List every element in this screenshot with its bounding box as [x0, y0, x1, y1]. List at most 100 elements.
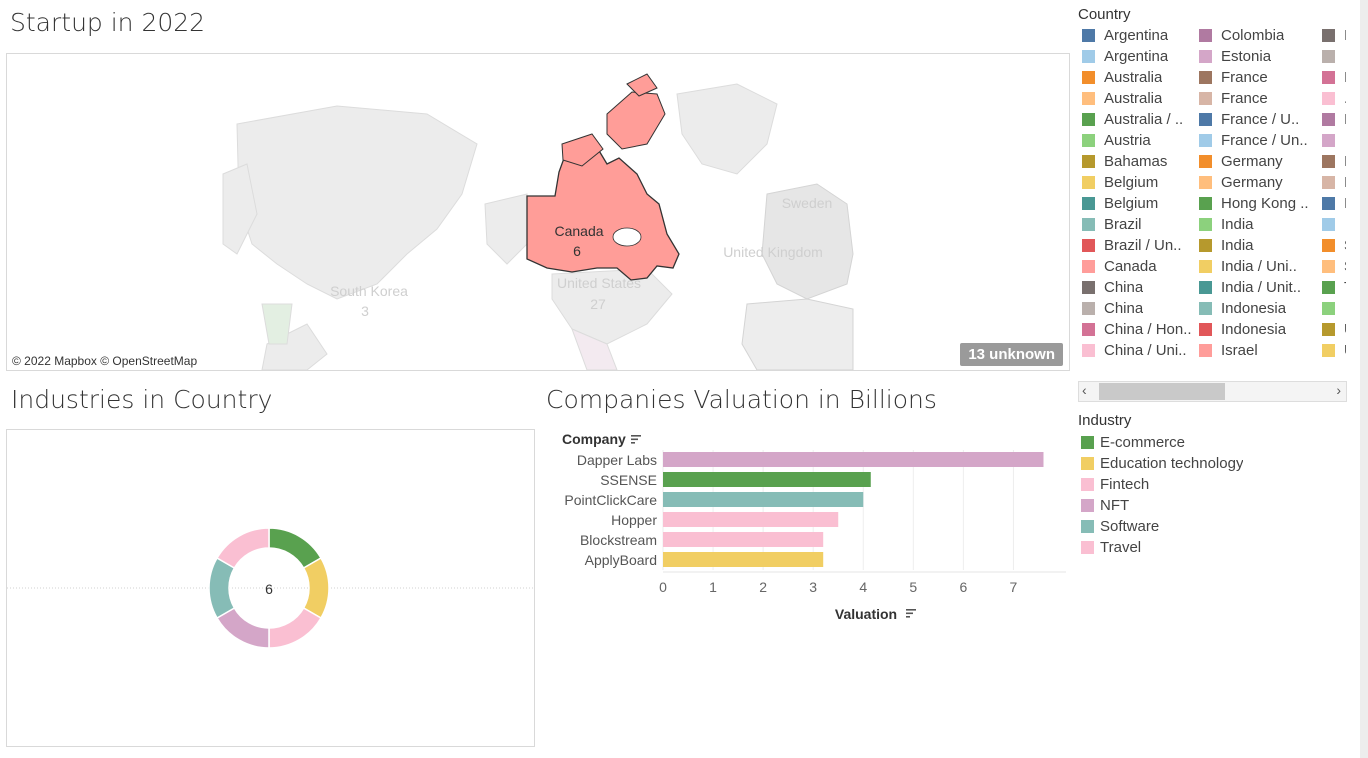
x-sort-icon[interactable] — [906, 609, 916, 618]
country-legend-item[interactable]: Estonia — [1199, 46, 1271, 67]
y-tick-label[interactable]: Hopper — [611, 512, 657, 528]
legend-swatch — [1081, 541, 1094, 554]
country-legend-item[interactable]: I — [1322, 25, 1346, 46]
country-legend-item[interactable]: Brazil / Un.. — [1082, 235, 1182, 256]
country-legend-item[interactable]: Australia — [1082, 88, 1162, 109]
legend-swatch — [1199, 71, 1212, 84]
y-tick-label[interactable]: SSENSE — [600, 472, 657, 488]
industry-legend-item[interactable]: Education technology — [1081, 453, 1243, 474]
y-tick-label[interactable]: PointClickCare — [564, 492, 657, 508]
map-attribution[interactable]: © 2022 Mapbox © OpenStreetMap — [12, 354, 198, 368]
legend-label: China / Hon.. — [1104, 321, 1192, 338]
country-legend-item[interactable]: Canada — [1082, 256, 1157, 277]
country-legend-item[interactable] — [1322, 214, 1344, 235]
donut-slice-software[interactable] — [208, 556, 236, 620]
country-legend-item[interactable]: China / Uni.. — [1082, 340, 1187, 361]
legend-scrollbar[interactable]: ‹ › — [1078, 381, 1347, 402]
y-axis-header[interactable]: Company — [562, 431, 626, 447]
legend-swatch — [1082, 176, 1095, 189]
bar-chart[interactable]: Company Dapper Labs SSENSE PointClickCare H… — [546, 425, 1070, 635]
bar-pointclickcare[interactable] — [663, 492, 864, 507]
country-legend-item[interactable]: China / Hon.. — [1082, 319, 1192, 340]
industry-legend-item[interactable]: Travel — [1081, 537, 1141, 558]
country-legend-item[interactable]: Belgium — [1082, 172, 1158, 193]
country-legend-item[interactable]: I — [1322, 193, 1346, 214]
country-legend-item[interactable] — [1322, 298, 1344, 319]
country-legend-item[interactable]: . — [1322, 88, 1346, 109]
page-scrollbar[interactable] — [1360, 0, 1368, 758]
country-legend-item[interactable]: I — [1322, 172, 1346, 193]
industry-legend-item[interactable]: Fintech — [1081, 474, 1149, 495]
country-legend-item[interactable]: Argentina — [1082, 46, 1168, 67]
country-legend-item[interactable]: Argentina — [1082, 25, 1168, 46]
country-legend-item[interactable]: Germany — [1199, 172, 1283, 193]
x-axis-header[interactable]: Valuation — [835, 606, 897, 622]
canada-island-1[interactable] — [561, 133, 604, 167]
country-legend-item[interactable]: Indonesia — [1199, 319, 1286, 340]
country-legend-item[interactable]: Hong Kong .. — [1199, 193, 1309, 214]
industry-legend-item[interactable]: NFT — [1081, 495, 1129, 516]
country-legend-item[interactable]: Austria — [1082, 130, 1151, 151]
country-legend-item[interactable]: Israel — [1199, 340, 1258, 361]
country-legend-item[interactable] — [1322, 46, 1344, 67]
bar-ssense[interactable] — [663, 472, 871, 487]
country-legend-item[interactable]: India — [1199, 235, 1254, 256]
country-legend-item[interactable]: S — [1322, 235, 1346, 256]
legend-label: Travel — [1100, 539, 1142, 556]
country-legend-item[interactable]: France — [1199, 88, 1268, 109]
industry-legend-item[interactable]: Software — [1081, 516, 1159, 537]
country-legend-item[interactable]: Colombia — [1199, 25, 1284, 46]
donut-slice-travel[interactable] — [216, 527, 270, 570]
country-legend[interactable]: Argentina Argentina Australia Australia Aust… — [1078, 25, 1346, 365]
legend-label: Belgium — [1104, 195, 1159, 212]
country-legend-item[interactable]: India — [1199, 214, 1254, 235]
country-legend-item[interactable]: U — [1322, 319, 1346, 340]
industry-legend[interactable]: E-commerce Education technology Fintech NFT… — [1081, 432, 1351, 562]
country-legend-item[interactable]: Belgium — [1082, 193, 1158, 214]
industry-legend-item[interactable]: E-commerce — [1081, 432, 1185, 453]
country-legend-item[interactable]: China — [1082, 277, 1143, 298]
country-legend-item[interactable]: I — [1322, 151, 1346, 172]
y-tick-label[interactable]: Dapper Labs — [577, 452, 657, 468]
donut-panel[interactable]: 6 — [6, 429, 535, 747]
scroll-right-icon[interactable]: › — [1336, 382, 1341, 398]
donut-slice-fintech[interactable] — [268, 606, 322, 649]
legend-swatch — [1322, 92, 1335, 105]
country-legend-item[interactable]: France / U.. — [1199, 109, 1299, 130]
country-legend-item[interactable]: France / Un.. — [1199, 130, 1308, 151]
legend-swatch — [1081, 520, 1094, 533]
scroll-left-icon[interactable]: ‹ — [1082, 382, 1087, 398]
unknown-badge[interactable]: 13 unknown — [960, 343, 1063, 366]
bar-dapper-labs[interactable] — [663, 452, 1044, 467]
country-legend-item[interactable]: France — [1199, 67, 1268, 88]
country-legend-item[interactable]: Germany — [1199, 151, 1283, 172]
y-tick-label[interactable]: ApplyBoard — [585, 552, 657, 568]
bar-blockstream[interactable] — [663, 532, 824, 547]
country-legend-item[interactable]: Australia — [1082, 67, 1162, 88]
x-tick-label: 7 — [1010, 579, 1018, 595]
country-legend-item[interactable] — [1322, 130, 1344, 151]
country-legend-item[interactable]: Brazil — [1082, 214, 1142, 235]
country-legend-item[interactable]: S — [1322, 256, 1346, 277]
y-sort-icon[interactable] — [631, 435, 641, 444]
bar-hopper[interactable] — [663, 512, 839, 527]
world-map[interactable]: Canada 6 United States 27 United Kingdom… — [7, 54, 1069, 370]
bar-applyboard[interactable] — [663, 552, 824, 567]
country-legend-item[interactable]: India / Uni.. — [1199, 256, 1297, 277]
canada-island-3[interactable] — [626, 73, 658, 97]
country-legend-item[interactable]: India / Unit.. — [1199, 277, 1301, 298]
country-legend-item[interactable]: Indonesia — [1199, 298, 1286, 319]
dashboard-title: Startup in 2022 — [10, 8, 206, 37]
y-tick-label[interactable]: Blockstream — [580, 532, 657, 548]
country-legend-item[interactable]: Australia / .. — [1082, 109, 1183, 130]
country-legend-item[interactable]: China — [1082, 298, 1143, 319]
map-panel[interactable]: Canada 6 United States 27 United Kingdom… — [6, 53, 1070, 371]
country-legend-item[interactable]: I — [1322, 67, 1346, 88]
country-legend-item[interactable]: U — [1322, 340, 1346, 361]
country-legend-item[interactable]: I — [1322, 109, 1346, 130]
country-legend-item[interactable]: Bahamas — [1082, 151, 1167, 172]
donut-chart[interactable]: 6 — [7, 430, 534, 746]
scrollbar-thumb[interactable] — [1099, 383, 1225, 400]
country-legend-item[interactable]: T — [1322, 277, 1346, 298]
legend-swatch — [1082, 239, 1095, 252]
